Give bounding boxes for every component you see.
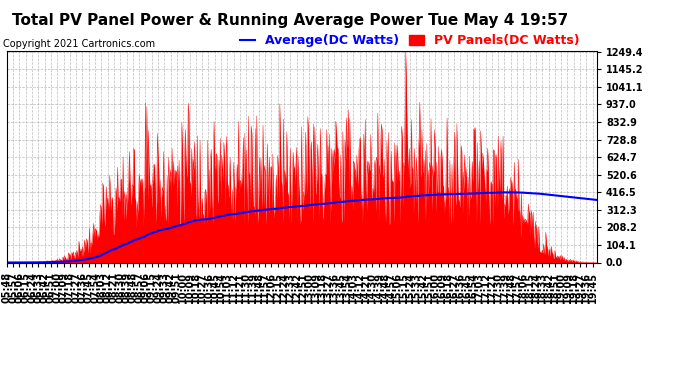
Legend: Average(DC Watts), PV Panels(DC Watts): Average(DC Watts), PV Panels(DC Watts) [235,29,584,52]
Text: Copyright 2021 Cartronics.com: Copyright 2021 Cartronics.com [3,39,155,50]
Text: Total PV Panel Power & Running Average Power Tue May 4 19:57: Total PV Panel Power & Running Average P… [12,13,568,28]
